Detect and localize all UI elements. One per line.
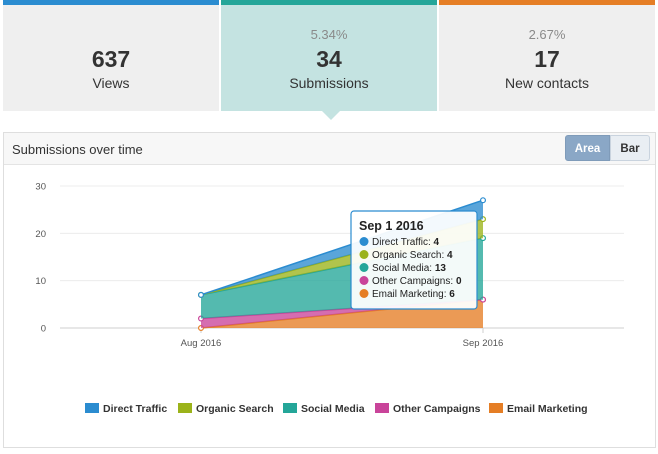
stat-value: 637	[91, 46, 131, 72]
submissions-area-chart[interactable]: 0 10 20 30 Aug 2016 Sep 2016 Sep 1 2016 Direct …	[4, 165, 655, 447]
area-other-campaigns[interactable]	[201, 299, 483, 328]
stat-accent-bar	[3, 0, 219, 5]
legend-swatch	[489, 403, 503, 413]
tooltip-row: Email Marketing: 6	[372, 289, 455, 300]
tooltip-swatch	[359, 289, 369, 298]
chart-panel: Submissions over time Area Bar 0 10 20 30 Au…	[3, 132, 656, 448]
legend-swatch	[178, 403, 192, 413]
y-tick-label: 10	[35, 276, 46, 287]
active-stat-caret	[322, 111, 340, 120]
legend-swatch	[375, 403, 389, 413]
tooltip-row: Direct Traffic: 4	[372, 237, 440, 248]
chart-tooltip	[350, 210, 478, 310]
y-tick-label: 30	[35, 182, 46, 193]
tooltip-swatch	[359, 237, 369, 246]
stat-percent: 2.67%	[528, 27, 566, 42]
stat-value: 34	[316, 46, 342, 72]
stat-views[interactable]: 637 Views	[3, 0, 219, 111]
tooltip-title: Sep 1 2016	[359, 219, 424, 233]
tooltip-swatch	[359, 276, 369, 285]
stat-percent: 5.34%	[310, 27, 348, 42]
panel-title: Submissions over time	[12, 142, 143, 157]
stat-label: Views	[92, 75, 130, 91]
stat-accent-bar	[439, 0, 655, 5]
data-point[interactable]	[198, 291, 205, 298]
tooltip-swatch	[359, 250, 369, 259]
legend-label-email-marketing[interactable]: Email Marketing	[507, 403, 588, 415]
legend-label-direct-traffic[interactable]: Direct Traffic	[103, 403, 167, 415]
x-tick-label: Sep 2016	[463, 338, 504, 349]
legend-swatch	[283, 403, 297, 413]
tooltip-row: Social Media: 13	[372, 263, 446, 274]
stat-label: Submissions	[289, 75, 369, 91]
stats-row: 637 Views 5.34% 34 Submissions 2.67% 17 …	[0, 0, 658, 120]
bar-toggle-button[interactable]: Bar	[610, 135, 650, 161]
data-point[interactable]	[480, 197, 487, 204]
panel-header: Submissions over time Area Bar	[4, 133, 655, 165]
y-tick-label: 0	[41, 324, 46, 335]
legend-label-other-campaigns[interactable]: Other Campaigns	[393, 403, 481, 415]
legend-label-social-media[interactable]: Social Media	[301, 403, 365, 415]
legend-label-organic-search[interactable]: Organic Search	[196, 403, 274, 415]
stat-value: 17	[534, 46, 560, 72]
x-tick-label: Aug 2016	[181, 338, 222, 349]
legend-swatch	[85, 403, 99, 413]
stat-new-contacts[interactable]: 2.67% 17 New contacts	[439, 0, 655, 111]
stat-submissions[interactable]: 5.34% 34 Submissions	[221, 0, 437, 111]
area-toggle-button[interactable]: Area	[565, 135, 610, 161]
tooltip-swatch	[359, 263, 369, 272]
tooltip-row: Organic Search: 4	[372, 250, 453, 261]
stat-accent-bar	[221, 0, 437, 5]
y-tick-label: 20	[35, 229, 46, 240]
stat-label: New contacts	[504, 75, 590, 91]
tooltip-row: Other Campaigns: 0	[372, 276, 462, 287]
